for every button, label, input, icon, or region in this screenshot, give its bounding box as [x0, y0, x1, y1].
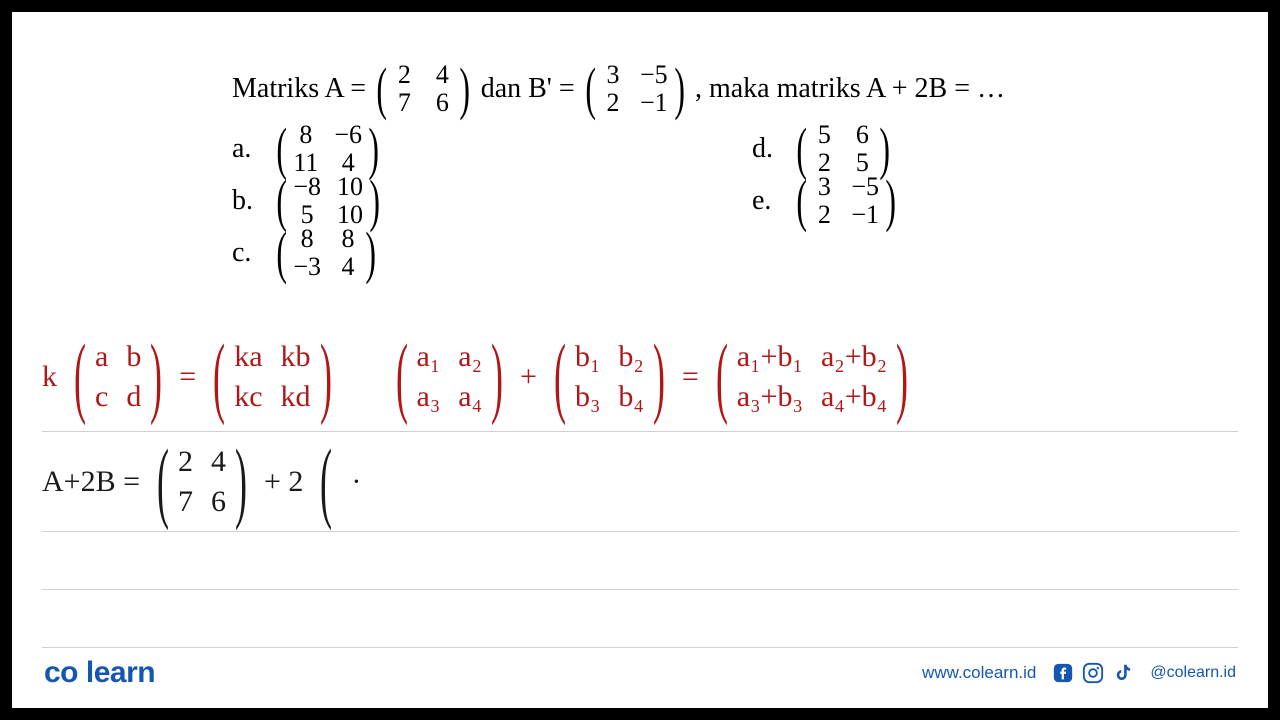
- option-d: d. ( 56 25 ): [752, 122, 900, 176]
- option-e: e. ( 3−5 2−1 ): [752, 174, 900, 228]
- option-b: b. ( −810 510 ): [232, 174, 752, 228]
- matrix-A: ( 24 76 ): [372, 62, 475, 116]
- blank-line-1: [42, 532, 1238, 590]
- question-tail: , maka matriks A + 2B = …: [695, 73, 1005, 105]
- instagram-icon: [1082, 662, 1104, 684]
- social-icons: [1052, 662, 1134, 684]
- tiktok-icon: [1112, 662, 1134, 684]
- rule-add-m1: ( a₁a₂ a₃a₄ ): [387, 340, 513, 414]
- rule-scalar: k ( ab cd ) = ( kakb kckd ) ( a₁a₂ a₃a₄ …: [42, 322, 917, 432]
- question-lead: Matriks A =: [232, 73, 366, 105]
- rule-add-m2: ( b₁b₂ b₃b₄ ): [545, 340, 674, 414]
- question-block: Matriks A = ( 24 76 ) dan B' = ( 3−5 2−1…: [232, 62, 1208, 278]
- question-mid: dan B' =: [481, 73, 575, 105]
- footer-url: www.colearn.id: [922, 663, 1036, 683]
- rule-add-m3: ( a₁+b₁a₂+b₂ a₃+b₃a₄+b₄ ): [707, 340, 917, 414]
- option-a: a. ( 8−6 114 ): [232, 122, 752, 176]
- option-c: c. ( 88 −34 ): [232, 226, 752, 280]
- work-line: A+2B = ( 24 76 ) + 2 ( ·: [42, 432, 1238, 532]
- options: a. ( 8−6 114 ) b. ( −810 510 ) c. (: [232, 122, 1208, 278]
- handwriting-area: k ( ab cd ) = ( kakb kckd ) ( a₁a₂ a₃a₄ …: [42, 322, 1238, 648]
- content-frame: Matriks A = ( 24 76 ) dan B' = ( 3−5 2−1…: [12, 12, 1268, 708]
- matrix-Bt: ( 3−5 2−1 ): [581, 62, 689, 116]
- blank-line-2: [42, 590, 1238, 648]
- footer-handle: @colearn.id: [1150, 664, 1236, 682]
- footer: co learn www.colearn.id @colearn.id: [44, 656, 1236, 690]
- question-line: Matriks A = ( 24 76 ) dan B' = ( 3−5 2−1…: [232, 62, 1208, 116]
- brand-logo: co learn: [44, 656, 155, 690]
- facebook-icon: [1052, 662, 1074, 684]
